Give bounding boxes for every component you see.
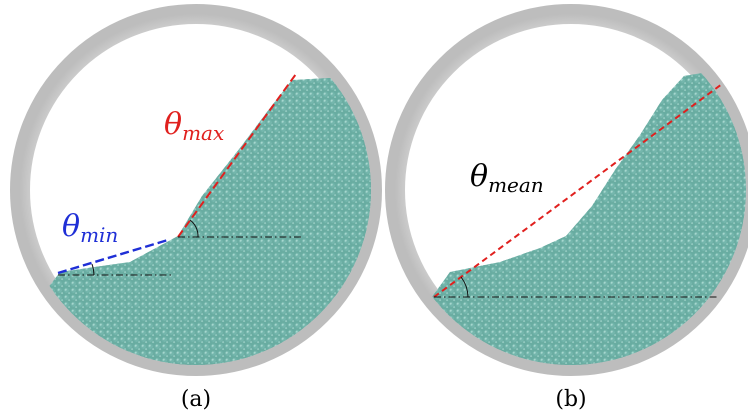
- panel-b: θmean (b): [385, 4, 748, 412]
- theta-mean-label: θmean: [470, 159, 544, 197]
- drum-ring-b: [385, 4, 748, 376]
- angle-arc-mean: [460, 276, 469, 298]
- theta-max-line: [177, 73, 297, 238]
- theta-min-label: θmin: [62, 209, 118, 247]
- theta-max-label: θmax: [164, 107, 224, 145]
- drum-ring-a: [10, 4, 382, 376]
- granular-bed-a: [40, 78, 371, 365]
- panel-a: θmax θmin (a): [10, 4, 382, 412]
- theta-min-line: [57, 238, 169, 275]
- granular-bed-b: [432, 70, 746, 365]
- caption-a: (a): [181, 387, 211, 412]
- angle-arc-min: [91, 263, 95, 276]
- angle-arc-max: [189, 219, 199, 238]
- caption-b: (b): [555, 387, 586, 412]
